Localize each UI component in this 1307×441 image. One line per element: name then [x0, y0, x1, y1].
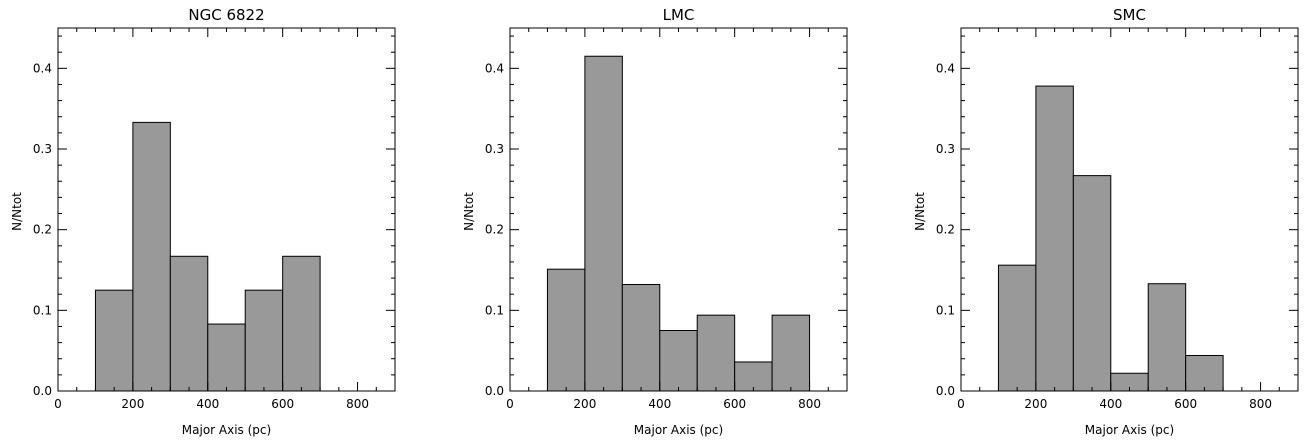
bar: [169, 255, 209, 392]
histogram-panel-3: 0 200 400 600 800 0.0 0.1 0.2 0.3 0.4 SMC Major Axi…: [913, 6, 1299, 437]
x-tick-label: 0: [957, 397, 965, 411]
y-tick-label: 0.0: [33, 384, 52, 398]
bar: [659, 330, 698, 392]
bar: [207, 323, 246, 392]
y-tick-label: 0.2: [485, 223, 504, 237]
histogram-panel-2: 0 200 400 600 800 0.0 0.1 0.2 0.3 0.4 LMC Major Axi…: [462, 6, 848, 437]
x-tick-label: 800: [1249, 397, 1272, 411]
x-tick-label: 200: [573, 397, 596, 411]
bar: [696, 314, 736, 392]
panel-title: NGC 6822: [188, 6, 264, 24]
x-tick-label: 400: [648, 397, 671, 411]
x-tick-label: 200: [121, 397, 144, 411]
y-tick-label: 0.3: [33, 142, 52, 156]
x-tick-label: 600: [271, 397, 294, 411]
y-tick-label: 0.3: [936, 142, 955, 156]
x-axis-label: Major Axis (pc): [1085, 423, 1174, 437]
x-tick-label: 0: [506, 397, 514, 411]
panel-title: SMC: [1113, 6, 1146, 24]
y-tick-label: 0.3: [485, 142, 504, 156]
x-tick-label: 0: [54, 397, 62, 411]
bar: [132, 121, 171, 392]
bar: [1185, 355, 1224, 392]
x-tick-label: 200: [1024, 397, 1047, 411]
y-axis-label: N/Ntot: [913, 192, 927, 231]
y-tick-label: 0.4: [936, 61, 955, 75]
x-tick-label: 800: [346, 397, 369, 411]
bar: [734, 361, 773, 392]
x-tick-label: 400: [1099, 397, 1122, 411]
bar: [546, 268, 586, 392]
y-tick-label: 0.1: [33, 303, 52, 317]
y-tick-label: 0.4: [33, 61, 52, 75]
y-tick-label: 0.1: [936, 303, 955, 317]
y-axis-label: N/Ntot: [10, 192, 24, 231]
histogram-panel-1: 0 200 400 600 800 0.0 0.1 0.2 0.3 0.4 NGC 6822 Majo…: [10, 6, 396, 437]
bar: [771, 314, 811, 392]
bar: [1147, 283, 1187, 392]
y-tick-label: 0.2: [33, 223, 52, 237]
bar: [1072, 175, 1112, 392]
bar: [1035, 85, 1074, 392]
bar: [244, 289, 284, 392]
bar: [282, 255, 321, 392]
x-tick-label: 800: [798, 397, 821, 411]
bar: [94, 289, 134, 392]
y-tick-label: 0.0: [936, 384, 955, 398]
y-axis-label: N/Ntot: [462, 192, 476, 231]
y-tick-label: 0.1: [485, 303, 504, 317]
panel-title: LMC: [663, 6, 695, 24]
x-axis-label: Major Axis (pc): [182, 423, 271, 437]
y-tick-label: 0.0: [485, 384, 504, 398]
x-tick-label: 400: [196, 397, 219, 411]
bar: [584, 55, 623, 392]
y-tick-label: 0.4: [485, 61, 504, 75]
y-tick-label: 0.2: [936, 223, 955, 237]
x-tick-label: 600: [1174, 397, 1197, 411]
x-tick-label: 600: [723, 397, 746, 411]
bar: [621, 284, 661, 392]
bar: [997, 264, 1037, 392]
x-axis-label: Major Axis (pc): [634, 423, 723, 437]
